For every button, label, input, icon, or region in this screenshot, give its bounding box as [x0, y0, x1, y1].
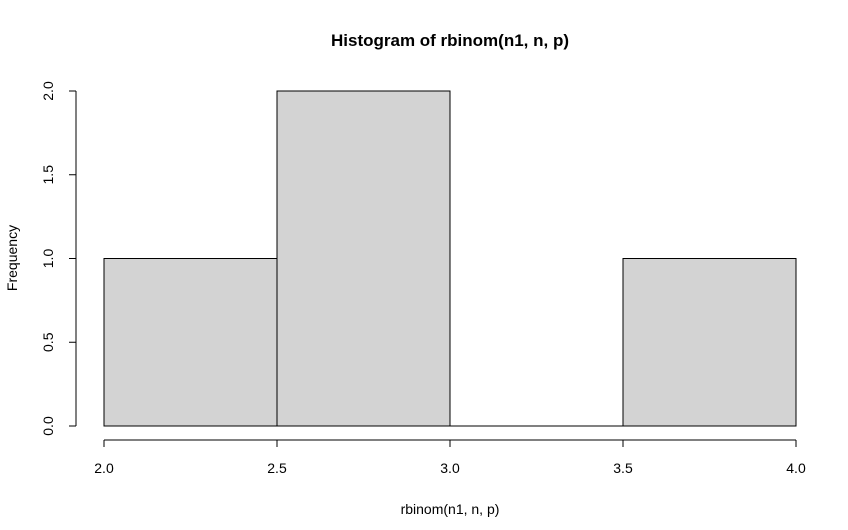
bars-group: [103, 90, 797, 427]
y-tick-label-3: 1.5: [40, 165, 56, 185]
y-tick-label-2: 1.0: [40, 249, 56, 269]
x-axis: 2.0 2.5 3.0 3.5 4.0: [94, 439, 806, 476]
y-tick-label-1: 0.5: [40, 332, 56, 352]
histogram-bar-1: [276, 90, 451, 427]
x-tick-label-4: 4.0: [786, 460, 806, 476]
histogram-bar-0: [103, 258, 278, 427]
x-tick-label-0: 2.0: [94, 460, 114, 476]
x-axis-label: rbinom(n1, n, p): [401, 501, 500, 517]
y-tick-label-0: 0.0: [40, 416, 56, 436]
y-tick-label-4: 2.0: [40, 81, 56, 101]
x-tick-label-3: 3.5: [613, 460, 633, 476]
x-tick-label-1: 2.5: [267, 460, 287, 476]
histogram-bar-3: [622, 258, 797, 427]
chart-title: Histogram of rbinom(n1, n, p): [331, 31, 569, 50]
y-axis-label: Frequency: [4, 225, 20, 291]
x-tick-label-2: 3.0: [440, 460, 460, 476]
y-axis: 0.0 0.5 1.0 1.5 2.0: [40, 81, 77, 436]
